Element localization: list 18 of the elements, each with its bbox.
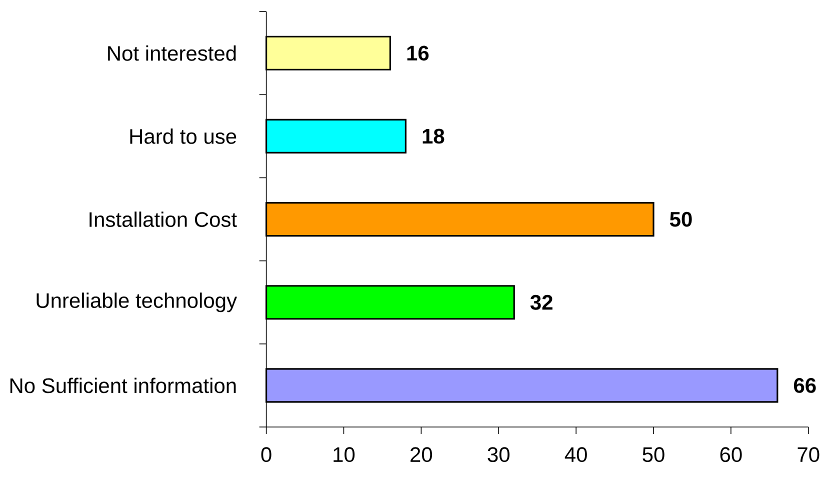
data-label: 32 bbox=[530, 294, 552, 310]
data-label: 18 bbox=[422, 128, 444, 144]
y-tick-label: Not interested bbox=[108, 45, 236, 61]
x-tick-label: 20 bbox=[410, 447, 432, 462]
x-tick-label: 60 bbox=[720, 447, 742, 462]
x-tick-label: 50 bbox=[642, 447, 664, 462]
y-tick-label: No Sufficient information bbox=[10, 378, 236, 394]
data-label: 16 bbox=[407, 46, 429, 61]
x-tick-label: 30 bbox=[488, 447, 510, 462]
x-tick-label: 10 bbox=[334, 447, 355, 462]
y-tick-label: Hard to use bbox=[130, 128, 236, 144]
data-label: 50 bbox=[670, 212, 692, 227]
y-tick-label: Installation Cost bbox=[90, 212, 237, 227]
x-tick-label: 40 bbox=[564, 447, 587, 462]
data-label: 66 bbox=[794, 378, 816, 393]
y-tick-label: Unreliable technology bbox=[36, 292, 237, 312]
x-tick-label: 70 bbox=[798, 447, 820, 462]
x-tick-label: 0 bbox=[261, 447, 272, 462]
